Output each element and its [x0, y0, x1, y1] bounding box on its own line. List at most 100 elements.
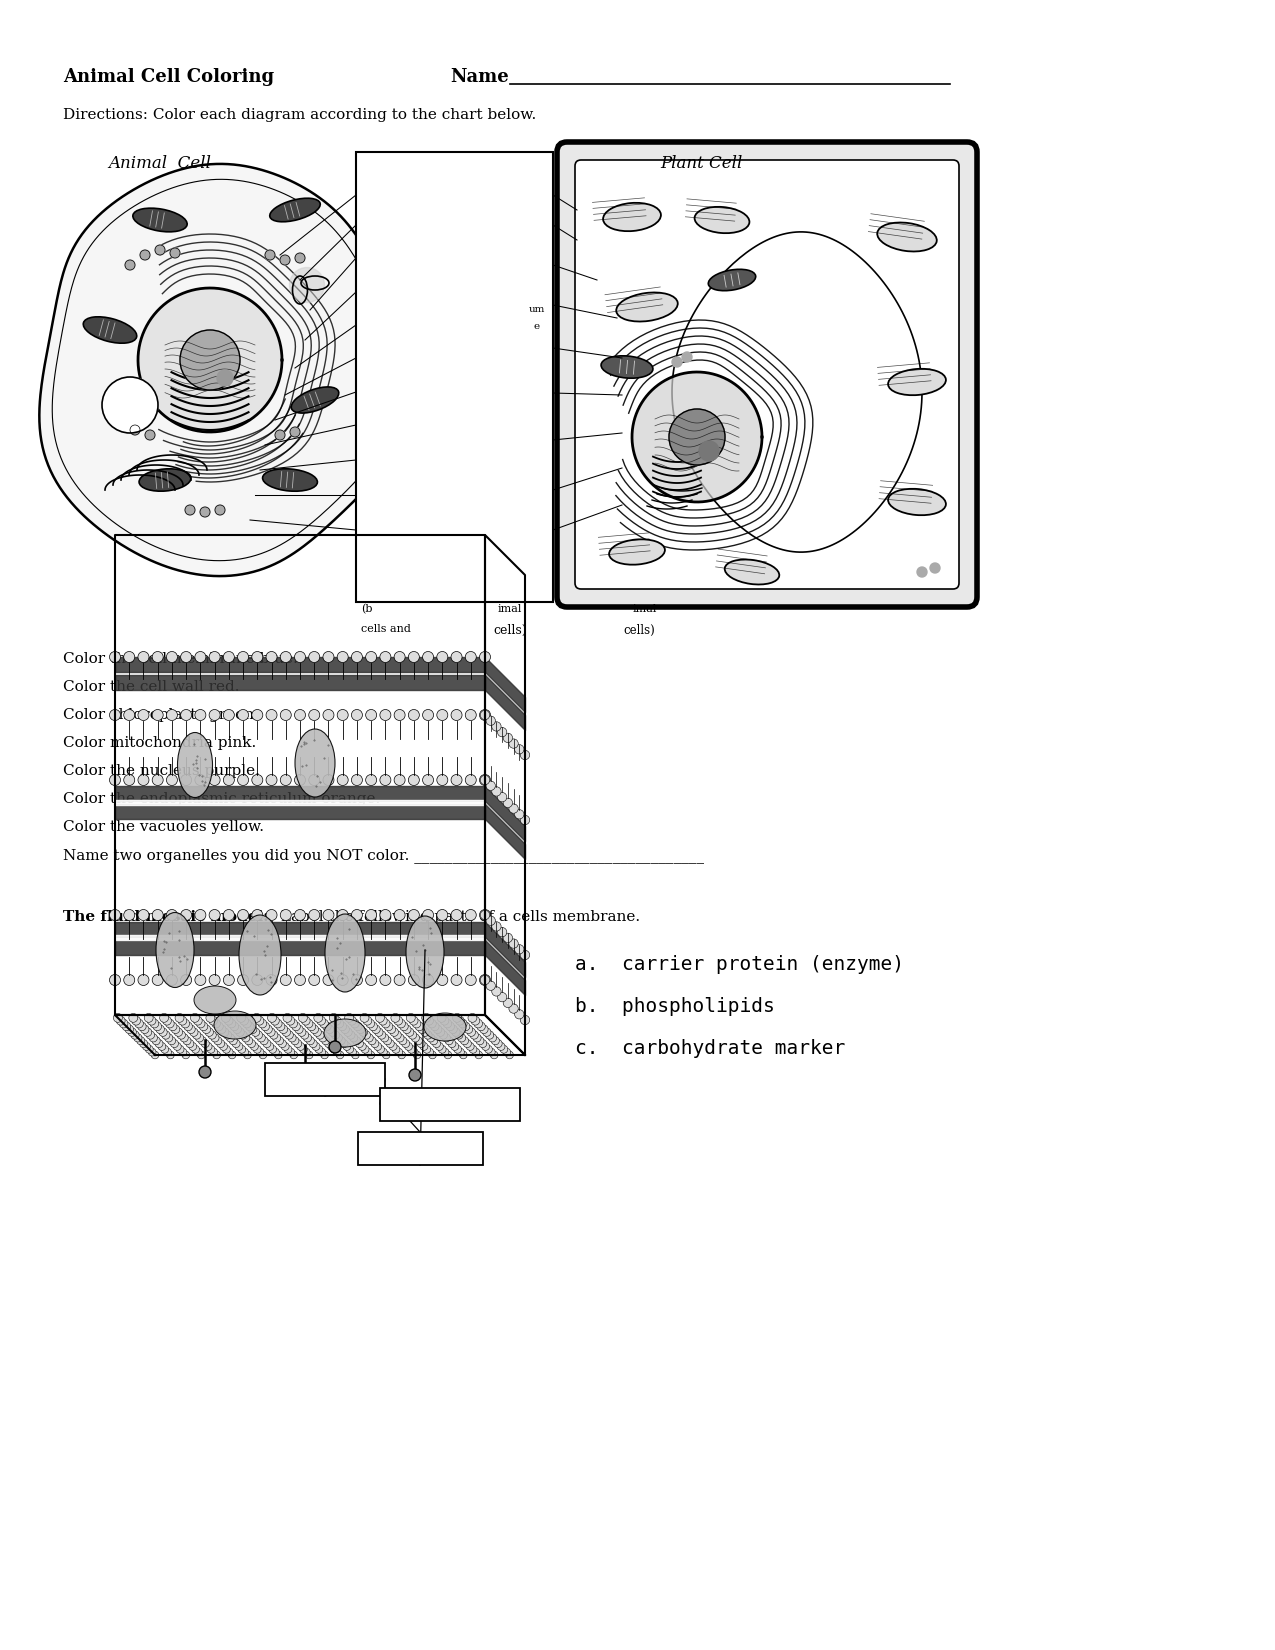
Text: Color mitochondria pink.: Color mitochondria pink. [62, 736, 256, 751]
Circle shape [170, 248, 180, 257]
Circle shape [337, 1051, 344, 1059]
Circle shape [266, 710, 277, 721]
Circle shape [463, 1040, 472, 1048]
Circle shape [317, 1048, 325, 1056]
Circle shape [411, 1048, 418, 1056]
Circle shape [303, 1035, 311, 1041]
Circle shape [372, 1025, 380, 1033]
Circle shape [417, 1040, 425, 1048]
Circle shape [280, 975, 291, 985]
Circle shape [140, 251, 150, 261]
Circle shape [394, 710, 405, 721]
Circle shape [380, 1048, 388, 1056]
Circle shape [431, 1021, 439, 1031]
Circle shape [223, 975, 235, 985]
Circle shape [323, 774, 334, 785]
Circle shape [152, 975, 163, 985]
Circle shape [237, 975, 249, 985]
Circle shape [209, 1016, 218, 1025]
Circle shape [497, 992, 507, 1002]
Circle shape [465, 774, 477, 785]
Circle shape [451, 1028, 460, 1036]
Circle shape [337, 975, 348, 985]
Text: Animal  Cell: Animal Cell [108, 155, 210, 172]
Circle shape [349, 1035, 358, 1041]
Circle shape [242, 1035, 250, 1041]
Circle shape [436, 1028, 445, 1036]
Circle shape [124, 975, 135, 985]
Circle shape [136, 1036, 145, 1044]
Circle shape [504, 799, 513, 807]
Circle shape [182, 1036, 191, 1044]
Circle shape [180, 1035, 189, 1041]
Circle shape [182, 1051, 190, 1059]
Circle shape [254, 1031, 263, 1040]
Circle shape [145, 1046, 153, 1053]
Circle shape [374, 1043, 381, 1051]
Circle shape [477, 1021, 486, 1031]
Circle shape [190, 1013, 199, 1023]
Circle shape [408, 909, 419, 921]
Circle shape [352, 1051, 360, 1059]
Circle shape [403, 1025, 411, 1033]
Circle shape [334, 1035, 343, 1041]
Circle shape [365, 1035, 374, 1041]
Polygon shape [672, 233, 922, 553]
Circle shape [672, 356, 682, 366]
Circle shape [254, 1046, 261, 1053]
Circle shape [209, 652, 221, 663]
Circle shape [212, 1020, 221, 1028]
Circle shape [270, 1016, 279, 1025]
Circle shape [295, 652, 306, 663]
Circle shape [479, 975, 491, 985]
Circle shape [124, 652, 135, 663]
Circle shape [520, 950, 529, 960]
Circle shape [344, 1013, 353, 1023]
Circle shape [379, 1016, 388, 1025]
Circle shape [218, 1025, 226, 1033]
Circle shape [337, 1036, 346, 1044]
Circle shape [139, 1040, 148, 1048]
Circle shape [456, 1048, 464, 1056]
Circle shape [323, 1021, 332, 1031]
Circle shape [439, 1046, 446, 1053]
Circle shape [509, 804, 518, 813]
Circle shape [497, 792, 507, 802]
Circle shape [486, 982, 496, 990]
Circle shape [201, 1040, 209, 1048]
Circle shape [338, 1021, 347, 1031]
Circle shape [159, 1013, 168, 1023]
Circle shape [917, 568, 927, 577]
Circle shape [402, 1040, 409, 1048]
Circle shape [193, 1031, 201, 1040]
Circle shape [332, 1031, 339, 1040]
Circle shape [199, 1066, 210, 1077]
Circle shape [366, 710, 376, 721]
Circle shape [367, 1051, 375, 1059]
Circle shape [110, 909, 121, 921]
Text: cells and: cells and [361, 624, 411, 634]
Circle shape [439, 1031, 448, 1040]
Circle shape [408, 1031, 417, 1040]
Circle shape [204, 1043, 212, 1051]
Circle shape [335, 1020, 344, 1028]
Circle shape [230, 1036, 237, 1044]
Circle shape [435, 1043, 444, 1051]
Circle shape [166, 1020, 175, 1028]
Circle shape [255, 1016, 264, 1025]
Circle shape [386, 1040, 394, 1048]
Circle shape [348, 1048, 357, 1056]
Circle shape [245, 1036, 252, 1044]
Circle shape [186, 1025, 195, 1033]
Polygon shape [138, 289, 282, 432]
Circle shape [195, 652, 205, 663]
Circle shape [440, 1016, 449, 1025]
Circle shape [491, 1051, 499, 1059]
Circle shape [286, 1016, 295, 1025]
Circle shape [265, 251, 275, 261]
Circle shape [352, 975, 362, 985]
Circle shape [393, 1031, 402, 1040]
Circle shape [509, 939, 518, 949]
Circle shape [408, 1046, 416, 1053]
Circle shape [138, 652, 149, 663]
